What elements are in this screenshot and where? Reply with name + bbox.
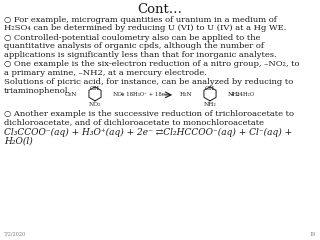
Text: ○ Another example is the successive reduction of trichloroacetate to: ○ Another example is the successive redu…	[4, 110, 294, 118]
Text: applications is significantly less than that for inorganic analytes.: applications is significantly less than …	[4, 51, 276, 59]
Text: NO₂: NO₂	[113, 92, 125, 97]
Text: NO₂: NO₂	[89, 102, 101, 107]
Text: H₂N: H₂N	[179, 92, 192, 97]
Text: OH: OH	[205, 86, 215, 91]
Text: + 18H₃O⁺ + 18e⁻: + 18H₃O⁺ + 18e⁻	[120, 92, 168, 97]
Text: ○ For example, microgram quantities of uranium in a medium of: ○ For example, microgram quantities of u…	[4, 16, 277, 24]
Text: quantitative analysis of organic cpds, although the number of: quantitative analysis of organic cpds, a…	[4, 42, 264, 50]
Text: 7/2/2020: 7/2/2020	[4, 232, 26, 237]
Text: dichloroacetate, and of dichloroacetate to monochloroacetate: dichloroacetate, and of dichloroacetate …	[4, 118, 264, 126]
Text: ○ One example is the six-electron reduction of a nitro group, –NO₂, to: ○ One example is the six-electron reduct…	[4, 60, 300, 68]
Text: H₂O(l): H₂O(l)	[4, 136, 33, 145]
Text: Cl₃CCOO⁻(aq) + H₃O⁺(aq) + 2e⁻ ⇄Cl₂HCCOO⁻(aq) + Cl⁻(aq) +: Cl₃CCOO⁻(aq) + H₃O⁺(aq) + 2e⁻ ⇄Cl₂HCCOO⁻…	[4, 128, 292, 137]
Text: H₂SO₄ can be determined by reducing U (VI) to U (IV) at a Hg WE.: H₂SO₄ can be determined by reducing U (V…	[4, 24, 286, 32]
Text: + 24H₂O: + 24H₂O	[230, 92, 254, 97]
Text: Cont…: Cont…	[138, 3, 182, 16]
Text: OH: OH	[90, 86, 100, 91]
Text: O₂N: O₂N	[65, 92, 77, 97]
Text: ○ Controlled-potential coulometry also can be applied to the: ○ Controlled-potential coulometry also c…	[4, 34, 260, 42]
Text: triaminophenol.: triaminophenol.	[4, 87, 71, 95]
Text: 19: 19	[310, 232, 316, 237]
Text: a primary amine, –NH2, at a mercury electrode.: a primary amine, –NH2, at a mercury elec…	[4, 69, 207, 77]
Text: NH₂: NH₂	[204, 102, 216, 107]
Text: Solutions of picric acid, for instance, can be analyzed by reducing to: Solutions of picric acid, for instance, …	[4, 78, 293, 86]
Text: NH₂: NH₂	[228, 92, 241, 97]
